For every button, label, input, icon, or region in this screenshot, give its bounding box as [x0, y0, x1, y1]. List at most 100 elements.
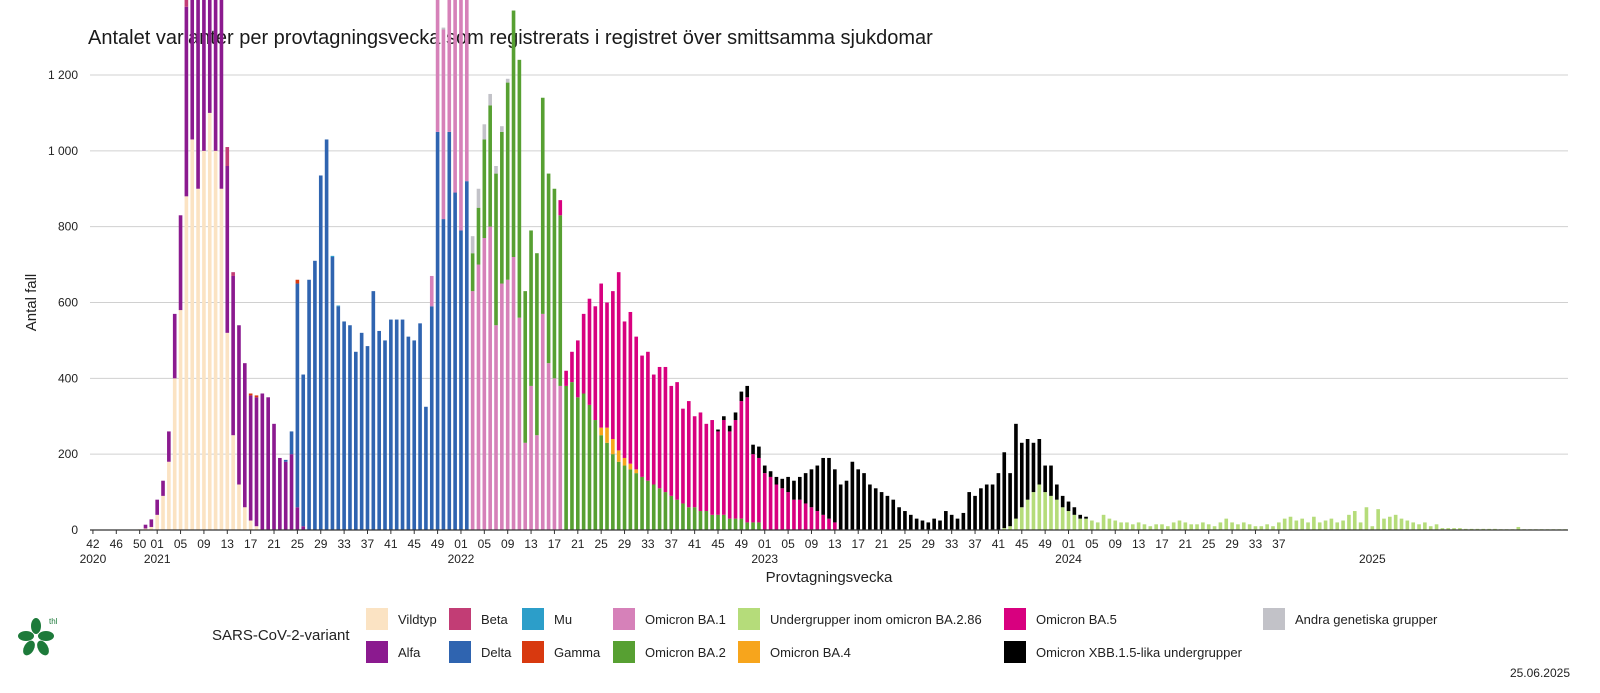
bar-segment	[207, 0, 212, 113]
x-tick-label: 49	[735, 537, 749, 551]
legend-item-omicron-ba1[interactable]: Omicron BA.1	[613, 608, 726, 630]
bar-segment	[207, 112, 212, 531]
x-tick-label: 37	[1272, 537, 1286, 551]
x-year-label: 2024	[1055, 552, 1082, 566]
x-tick-label: 29	[1225, 537, 1239, 551]
x-tick-label: 13	[221, 537, 235, 551]
bar-segment	[476, 188, 481, 208]
bar-segment	[914, 518, 919, 531]
bar-segment	[768, 471, 773, 477]
bar-segment	[827, 518, 831, 531]
bar-segment	[751, 522, 755, 530]
bar-segment	[1060, 495, 1065, 508]
bar-segment	[283, 459, 288, 462]
bar-segment	[470, 253, 475, 292]
legend-item-omicron-ba2[interactable]: Omicron BA.2	[613, 641, 726, 663]
legend-item-mu[interactable]: Mu	[522, 608, 572, 630]
x-tick-label: 09	[805, 537, 819, 551]
bar-segment	[178, 215, 183, 311]
bar-segment	[722, 420, 726, 515]
bar-segment	[727, 518, 732, 531]
legend-item-omicron-ba4[interactable]: Omicron BA.4	[738, 641, 851, 663]
bar-segment	[348, 325, 352, 530]
bar-segment	[1329, 518, 1334, 531]
x-tick-label: 13	[828, 537, 842, 551]
bar-segment	[786, 476, 790, 493]
bar-segment	[511, 257, 516, 530]
bar-segment	[1025, 499, 1030, 530]
bar-segment	[622, 465, 627, 530]
legend-item-delta[interactable]: Delta	[449, 641, 511, 663]
bar-segment	[1206, 524, 1211, 530]
bar-segment	[470, 291, 475, 531]
bar-segment	[908, 514, 913, 530]
bar-segment	[295, 283, 300, 508]
legend-item-ba286[interactable]: Undergrupper inom omicron BA.2.86	[738, 608, 982, 630]
x-tick-label: 25	[594, 537, 608, 551]
bar-segment	[739, 391, 744, 402]
legend-item-vildtyp[interactable]: Vildtyp	[366, 608, 437, 630]
bar-segment	[1037, 484, 1042, 530]
bar-segment	[354, 351, 358, 530]
bar-segment	[1125, 522, 1129, 530]
bar-segment	[809, 507, 814, 530]
bar-segment	[190, 0, 195, 140]
bar-segment	[500, 131, 504, 284]
bar-segment	[1440, 528, 1445, 530]
legend-item-alfa[interactable]: Alfa	[366, 641, 420, 663]
bar-segment	[757, 522, 761, 530]
bar-segment	[757, 457, 761, 523]
x-axis-label: Provtagningsvecka	[766, 569, 893, 586]
bar-segment	[330, 255, 335, 257]
legend-item-omicron-ba5[interactable]: Omicron BA.5	[1004, 608, 1117, 630]
bar-segment	[505, 82, 510, 280]
legend-label: Omicron BA.1	[645, 611, 726, 627]
bar-segment	[716, 514, 720, 530]
bar-segment	[225, 166, 230, 333]
x-tick-label: 29	[922, 537, 936, 551]
bar-segment	[575, 340, 580, 398]
bar-segment	[879, 492, 884, 530]
x-tick-label: 49	[1038, 537, 1052, 551]
bar-segment	[1171, 522, 1176, 530]
legend-label: Omicron BA.5	[1036, 611, 1117, 627]
legend-label: Gamma	[554, 644, 601, 660]
x-tick-label: 45	[1015, 537, 1029, 551]
legend-item-gamma[interactable]: Gamma	[522, 641, 600, 663]
bar-segment	[1236, 524, 1240, 530]
legend-label: Omicron BA.4	[770, 644, 851, 660]
bar-segment	[698, 511, 703, 530]
bar-segment	[453, 192, 457, 531]
legend-label: Mu	[554, 611, 573, 627]
legend-item-andra[interactable]: Andra genetiska grupper	[1263, 608, 1437, 630]
legend-swatch	[449, 608, 471, 630]
bar-segment	[611, 439, 615, 455]
bar-segment	[1031, 442, 1036, 493]
bar-segment	[926, 522, 931, 530]
x-tick-label: 45	[711, 537, 725, 551]
y-tick-label: 1 000	[48, 144, 78, 158]
legend-item-xbb15[interactable]: Omicron XBB.1.5-lika undergrupper	[1004, 641, 1242, 663]
bar-segment	[1282, 518, 1287, 531]
bar-segment	[663, 366, 668, 493]
bar-segment	[1183, 522, 1188, 530]
bar-segment	[710, 420, 714, 515]
bar-segment	[184, 196, 189, 530]
bar-segment	[523, 442, 528, 530]
bar-segment	[546, 363, 551, 530]
bar-segment	[172, 313, 177, 379]
bar-segment	[762, 473, 767, 531]
bar-segment	[1335, 522, 1340, 530]
bar-segment	[605, 302, 609, 428]
bar-segment	[1189, 524, 1194, 530]
bar-segment	[540, 313, 545, 531]
bar-segment	[628, 311, 633, 464]
bar-segment	[1008, 473, 1012, 527]
bar-segment	[476, 264, 481, 530]
bar-segment	[955, 518, 960, 531]
bar-segment	[1388, 516, 1392, 530]
bar-segment	[505, 279, 510, 530]
bar-segment	[552, 188, 557, 379]
legend-item-beta[interactable]: Beta	[449, 608, 508, 630]
x-tick-label: 37	[968, 537, 982, 551]
